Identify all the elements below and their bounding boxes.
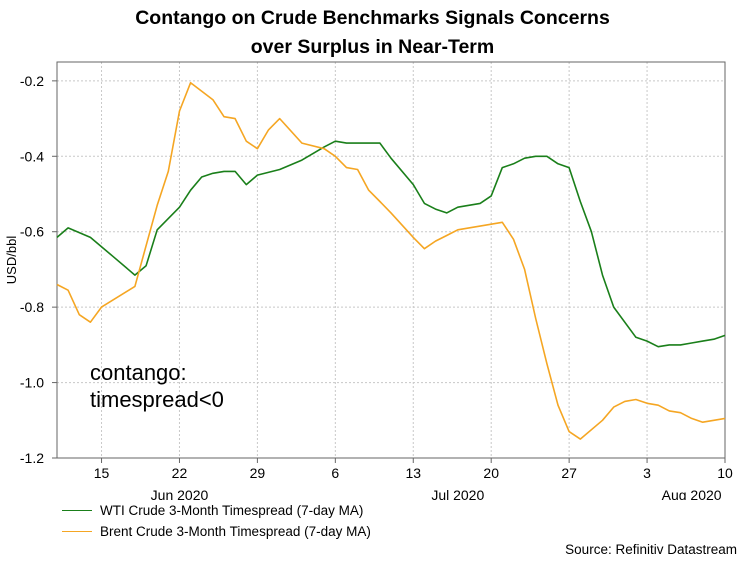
series-line-wti [56, 140, 726, 348]
x-tick-label: 27 [561, 465, 577, 481]
month-label: Jul 2020 [431, 487, 484, 500]
plot-frame [56, 61, 726, 459]
legend-item-wti: WTI Crude 3-Month Timespread (7-day MA) [62, 500, 371, 521]
y-axis-label: USD/bbl [4, 236, 19, 285]
source-note: Source: Refinitiv Datastream [565, 542, 737, 557]
chart-title-line-1: Contango on Crude Benchmarks Signals Con… [135, 7, 610, 29]
series-line-brent [56, 81, 726, 440]
y-tick-label: -0.6 [20, 224, 44, 240]
month-label: Aug 2020 [662, 487, 722, 500]
x-tick-label: 3 [643, 465, 651, 481]
annotation-line-1: contango: [90, 360, 187, 385]
y-tick-label: -0.4 [20, 148, 44, 164]
y-tick-label: -1.0 [20, 375, 44, 391]
x-axis: 15 22 29 6 13 20 27 3 10 [94, 458, 733, 481]
y-tick-label: -1.2 [20, 450, 44, 466]
legend-label-brent: Brent Crude 3-Month Timespread (7-day MA… [100, 524, 371, 539]
legend-item-brent: Brent Crude 3-Month Timespread (7-day MA… [62, 521, 371, 542]
x-tick-label: 20 [483, 465, 499, 481]
line-chart: -0.2-0.4-0.6-0.8-1.0-1.2 15 22 29 6 13 20 27 3 1… [4, 61, 733, 500]
legend-label-wti: WTI Crude 3-Month Timespread (7-day MA) [100, 503, 364, 518]
x-tick-label: 10 [717, 465, 733, 481]
month-label: Jun 2020 [151, 487, 209, 500]
legend-swatch-brent [62, 531, 92, 532]
legend-swatch-wti [62, 510, 92, 511]
legend: WTI Crude 3-Month Timespread (7-day MA) … [62, 500, 371, 542]
month-labels: Jun 2020 Jul 2020 Aug 2020 [151, 487, 722, 500]
x-tick-label: 6 [331, 465, 339, 481]
grid-lines [57, 62, 726, 459]
x-tick-label: 29 [250, 465, 266, 481]
chart-title: Contango on Crude Benchmarks Signals Con… [0, 4, 745, 62]
annotation-line-2: timespread<0 [90, 387, 224, 412]
x-tick-label: 15 [94, 465, 110, 481]
y-tick-label: -0.8 [20, 299, 44, 315]
x-tick-label: 22 [172, 465, 188, 481]
y-axis: -0.2 -0.4 -0.6 -0.8 -1.0 -1.2 [20, 73, 57, 466]
series-lines [56, 81, 726, 440]
y-tick-label: -0.2 [20, 73, 44, 89]
chart-title-line-2: over Surplus in Near-Term [250, 36, 495, 58]
x-tick-label: 13 [405, 465, 421, 481]
